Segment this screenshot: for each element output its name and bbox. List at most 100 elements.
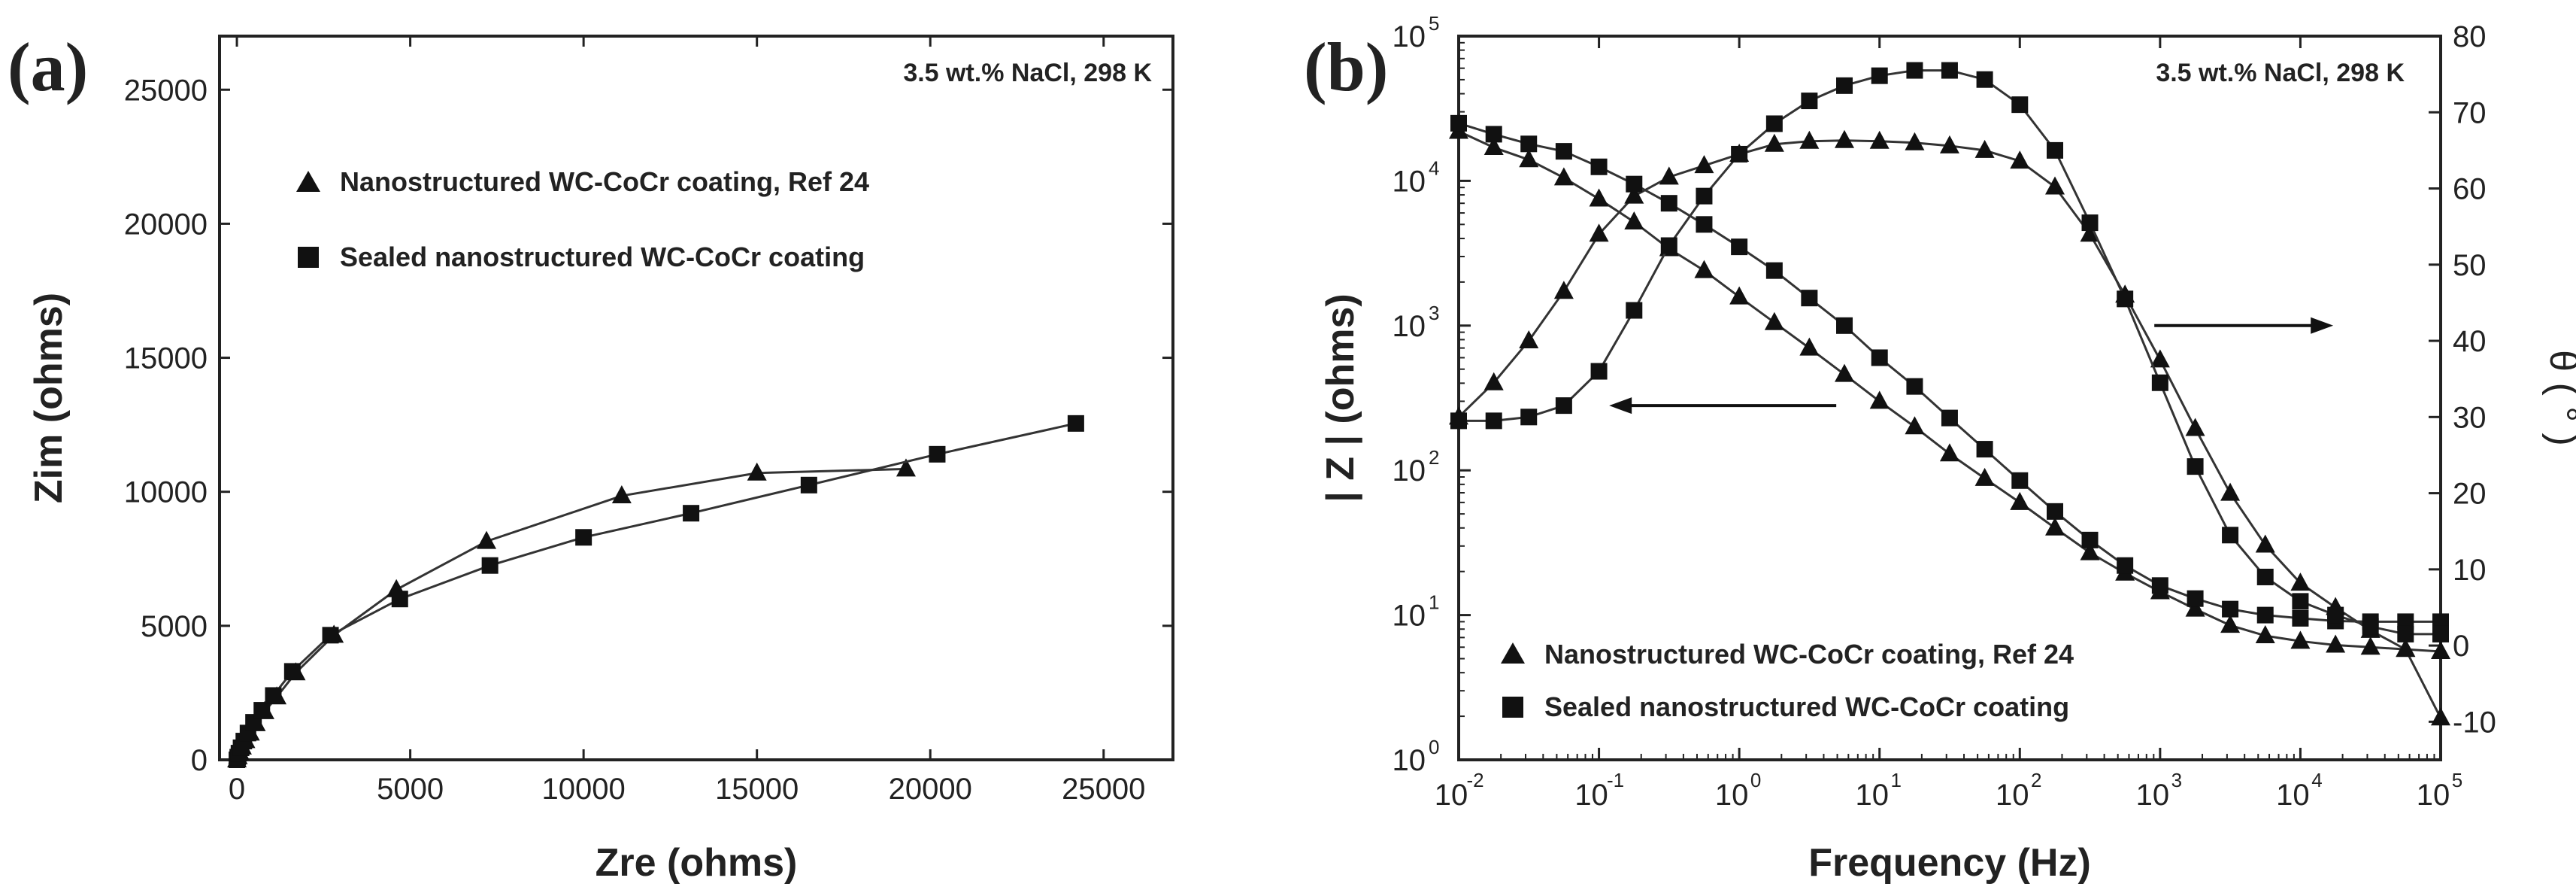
panel-b-series-1-point [1939, 443, 1959, 462]
panel-b-series-2-point [1694, 155, 1714, 174]
panel-b-series-3-point [2011, 472, 2029, 489]
panel-b-series-3-point [2117, 557, 2134, 574]
panel-b-right-arrow-head [2311, 317, 2334, 334]
panel-b-x-tick-exponent: 5 [2452, 769, 2462, 791]
panel-a-x-tick-label: 5000 [377, 773, 444, 806]
panel-a-plot-frame [218, 35, 1174, 761]
panel-b-series-2-point [2010, 150, 2030, 169]
panel-b-series-4-point [1590, 363, 1608, 380]
panel-b-series-2-point [2220, 482, 2241, 501]
panel-a-legend-entry-2: Sealed nanostructured WC-CoCr coating [340, 241, 865, 272]
panel-b-series-1-point [2360, 636, 2381, 655]
panel-b-left-arrow-head [1609, 397, 1632, 415]
panel-b-series-4-point [1801, 93, 1818, 110]
panel-b-right-y-tick-label: 0 [2453, 630, 2469, 663]
panel-b-series-2-point [1553, 281, 1574, 299]
panel-b-x-tick-label: 10 [1715, 779, 1749, 812]
panel-b-series-3-point [1660, 195, 1677, 212]
panel-b-legend-entry-1: Nanostructured WC-CoCr coating, Ref 24 [1544, 639, 2074, 670]
panel-b-series-4-point [1871, 67, 1888, 84]
panel-b-label: (b) [1304, 29, 1388, 105]
panel-b-series-3-point [2256, 606, 2274, 624]
panel-b-series-4-point [2081, 214, 2099, 232]
panel-b-series-3-point [2047, 503, 2064, 520]
panel-b-series-2-point [1974, 139, 1995, 158]
panel-b-series-4-point [2047, 141, 2064, 159]
panel-b-series-1-point [1483, 137, 1504, 156]
panel-b-series-3-point [1520, 135, 1538, 153]
panel-a-legend-triangle-marker [296, 171, 320, 192]
panel-b-series-4-point [1626, 302, 1643, 319]
panel-b-y-tick-label: 10 [1393, 600, 1426, 633]
panel-b-series-3-point [2292, 609, 2309, 627]
panel-b-x-tick-label: 10 [2417, 779, 2450, 812]
panel-b-series-4-point [1555, 397, 1572, 415]
panel-b-series-4-point [1660, 237, 1677, 254]
panel-b-series-3-point [2081, 531, 2099, 548]
panel-a-series-2-point [575, 529, 592, 546]
panel-b-series-2-point [2045, 176, 2065, 195]
panel-b-series-1-point [2255, 625, 2275, 644]
panel-b-y-axis-title: | Z | (ohms) [1319, 293, 1362, 503]
panel-a-x-tick-label: 15000 [715, 773, 799, 806]
panel-b-series-3-point [2397, 613, 2414, 630]
panel-b-x-tick-exponent: 1 [1890, 769, 1901, 791]
panel-b-y-tick-exponent: 1 [1429, 591, 1439, 614]
panel-b-right-y-tick-label: 30 [2453, 401, 2487, 434]
panel-b-x-tick-exponent: -2 [1466, 769, 1483, 791]
panel-b-legend-triangle-marker [1501, 642, 1525, 664]
panel-b-x-tick-label: 10 [1996, 779, 2029, 812]
panel-b-series-4-point [2222, 527, 2239, 544]
panel-a-x-ticks: 0 5000 10000 15000 20000 25000 [229, 36, 1145, 806]
panel-b-series-3-point [1485, 126, 1502, 143]
panel-b-y-tick-label: 10 [1393, 20, 1426, 53]
panel-b-series-2-point [2290, 573, 2311, 591]
panel-b-right-y-tick-label: 70 [2453, 96, 2487, 129]
panel-b-series-3-point [1696, 216, 1713, 233]
panel-b-series-1-point [1624, 211, 1644, 230]
panel-a-series-2-point [1067, 415, 1084, 432]
panel-b-series-4-point [1836, 77, 1853, 94]
panel-b-series-1-point [1589, 188, 1609, 207]
panel-b-series-2-point [1764, 133, 1784, 152]
panel-b-series-2-line [1457, 139, 2442, 718]
panel-a-x-tick-label: 25000 [1062, 773, 1145, 806]
panel-a-series-2-line [235, 422, 1077, 761]
panel-a-series [227, 415, 1084, 768]
panel-a-y-ticks: 0 5000 10000 15000 20000 25000 [124, 74, 1173, 777]
panel-b-series-2-point [1483, 372, 1504, 390]
panel-b-series-2-point [1799, 130, 1820, 149]
panel-b-series-3-point [1626, 175, 1643, 193]
panel-b-series-2-point [1624, 185, 1644, 204]
panel-b-series-2-point [1519, 330, 1539, 349]
panel-b-series-2-point [1659, 166, 1679, 185]
panel-a-x-tick-label: 0 [229, 773, 245, 806]
panel-b-x-tick-label: 10 [1855, 779, 1889, 812]
panel-b-series-3-point [1941, 409, 1958, 427]
panel-b-series-3-point [2151, 577, 2168, 594]
panel-b-series-1-point [1553, 167, 1574, 186]
panel-b-series-1-point [1694, 260, 1714, 278]
panel-b-series-1-point [2045, 517, 2065, 536]
panel-b-series-4-point [2327, 606, 2344, 624]
panel-b-series-4-point [1485, 412, 1502, 430]
panel-b-x-tick-label: 10 [2136, 779, 2170, 812]
panel-b-arrows [1609, 317, 2334, 415]
panel-b-x-tick-exponent: 4 [2311, 769, 2322, 791]
panel-b-series-4-point [2117, 290, 2134, 308]
panel-b-series-3-point [1906, 378, 1923, 395]
panel-b-series-4-point [2256, 568, 2274, 585]
panel-a-series-1-point [477, 530, 497, 549]
panel-b-right-y-tick-label: 60 [2453, 173, 2487, 206]
panel-b-legend-entry-2: Sealed nanostructured WC-CoCr coating [1544, 691, 2069, 722]
panel-a: (a) 0 5000 10000 15000 20000 25000 0 5000 10000… [8, 29, 1174, 885]
panel-b-x-tick-exponent: -1 [1607, 769, 1624, 791]
panel-b-series-2-point [2185, 418, 2205, 436]
panel-a-label: (a) [8, 29, 88, 105]
panel-b-y-tick-label: 10 [1393, 310, 1426, 343]
panel-b-series-1-point [2080, 542, 2100, 560]
panel-a-series-2-point [929, 445, 946, 463]
